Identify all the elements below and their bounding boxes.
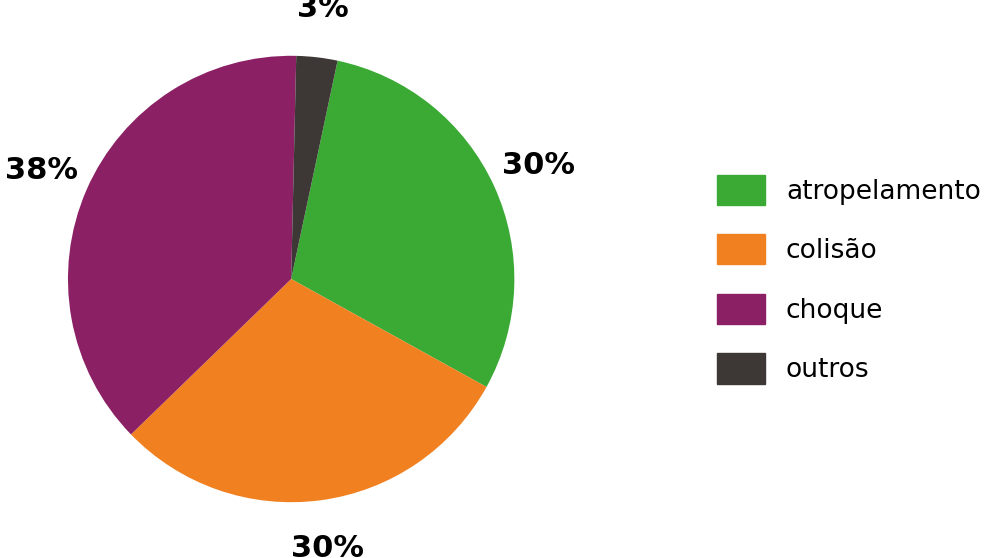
Wedge shape xyxy=(130,279,486,502)
Wedge shape xyxy=(291,61,514,387)
Wedge shape xyxy=(291,56,337,279)
Text: 38%: 38% xyxy=(5,156,78,185)
Text: 30%: 30% xyxy=(502,151,575,180)
Text: 30%: 30% xyxy=(291,535,363,558)
Wedge shape xyxy=(68,56,296,435)
Text: 3%: 3% xyxy=(297,0,348,23)
Legend: atropelamento, colisão, choque, outros: atropelamento, colisão, choque, outros xyxy=(716,175,980,383)
